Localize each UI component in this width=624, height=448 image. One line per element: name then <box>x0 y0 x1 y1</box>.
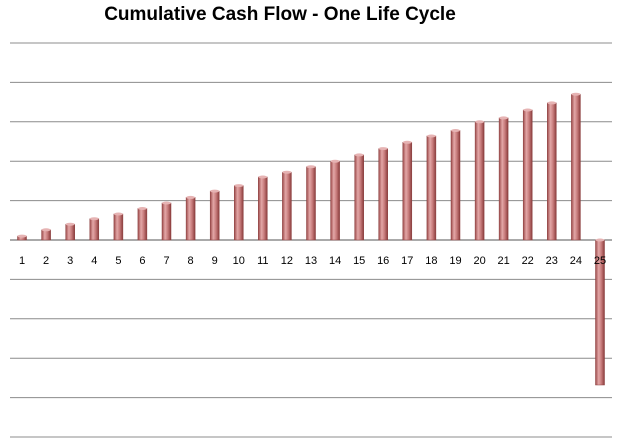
chart-title: Cumulative Cash Flow - One Life Cycle <box>104 4 456 25</box>
bar-cap-16 <box>378 147 388 151</box>
x-tick-label: 23 <box>546 255 558 267</box>
bar-cap-1 <box>17 234 27 238</box>
x-tick-label: 20 <box>473 255 485 267</box>
bar-cap-7 <box>162 201 171 205</box>
bar-5 <box>113 213 124 241</box>
bar-24 <box>571 93 581 241</box>
bar-6 <box>137 208 148 241</box>
bar-cap-18 <box>426 134 436 138</box>
bar-cap-6 <box>137 207 147 210</box>
x-tick-label: 9 <box>212 255 218 267</box>
x-tick-label: 10 <box>233 255 245 267</box>
bar-7 <box>161 202 172 241</box>
x-tick-label: 8 <box>188 255 194 267</box>
x-tick-label: 6 <box>139 255 145 267</box>
x-tick-label: 17 <box>401 255 413 267</box>
bar-16 <box>378 148 388 241</box>
bar-14 <box>330 160 340 241</box>
bar-cap-8 <box>186 195 196 199</box>
bar-cap-22 <box>523 108 533 112</box>
x-tick-label: 3 <box>67 255 73 267</box>
bar-cap-2 <box>41 228 51 232</box>
bar-21 <box>498 117 509 241</box>
x-tick-label: 14 <box>329 255 341 267</box>
bar-cap-11 <box>258 175 268 179</box>
bar-cap-14 <box>330 159 340 163</box>
bar-17 <box>402 142 413 241</box>
bar-cap-21 <box>499 116 509 120</box>
x-tick-label: 21 <box>497 255 509 267</box>
x-tick-label: 15 <box>353 255 365 267</box>
bar-cap-5 <box>113 212 123 216</box>
x-tick-label: 19 <box>449 255 461 267</box>
bar-cap-20 <box>475 120 485 124</box>
bar-23 <box>547 102 557 241</box>
bar-8 <box>185 197 196 241</box>
bar-18 <box>426 135 437 241</box>
x-tick-label: 4 <box>91 255 97 267</box>
bar-cap-4 <box>89 217 99 221</box>
bar-2 <box>41 229 51 241</box>
bar-cap-25 <box>595 238 605 242</box>
x-tick-label: 13 <box>305 255 317 267</box>
bar-13 <box>306 166 316 241</box>
bar-cap-9 <box>210 189 220 193</box>
bar-15 <box>354 154 364 241</box>
x-tick-label: 25 <box>594 255 606 267</box>
bar-12 <box>282 171 292 241</box>
x-tick-label: 5 <box>115 255 121 267</box>
bar-11 <box>258 176 268 241</box>
x-tick-label: 18 <box>425 255 437 267</box>
bar-cap-15 <box>354 153 364 157</box>
bar-22 <box>522 109 533 241</box>
x-tick-label: 24 <box>570 255 582 267</box>
bar-cap-24 <box>571 92 581 96</box>
x-tick-label: 16 <box>377 255 389 267</box>
bar-cap-13 <box>306 165 316 169</box>
bar-9 <box>209 190 220 241</box>
bar-cap-23 <box>547 101 557 105</box>
gridlines <box>10 42 612 438</box>
bar-20 <box>474 121 485 241</box>
x-tick-label: 22 <box>522 255 534 267</box>
x-tick-label: 11 <box>257 255 268 267</box>
x-tick-labels: 1 2 3 4 5 6 7 8 9 10 11 12 13 14 15 16 17 18 19 20 21 22 23 24 2… <box>19 255 606 267</box>
bar-cap-10 <box>234 184 244 188</box>
x-tick-label: 2 <box>43 255 49 267</box>
bar-cap-3 <box>65 222 75 226</box>
bar-19 <box>450 130 461 241</box>
x-tick-label: 1 <box>19 255 25 267</box>
bar-10 <box>234 185 244 241</box>
x-tick-label: 12 <box>281 255 293 267</box>
bar-cap-12 <box>282 170 292 174</box>
bar-4 <box>89 218 100 241</box>
bar-3 <box>65 223 75 241</box>
bars <box>17 92 605 386</box>
bar-cap-19 <box>451 129 460 132</box>
x-tick-label: 7 <box>163 255 169 267</box>
bar-cap-17 <box>402 140 412 144</box>
